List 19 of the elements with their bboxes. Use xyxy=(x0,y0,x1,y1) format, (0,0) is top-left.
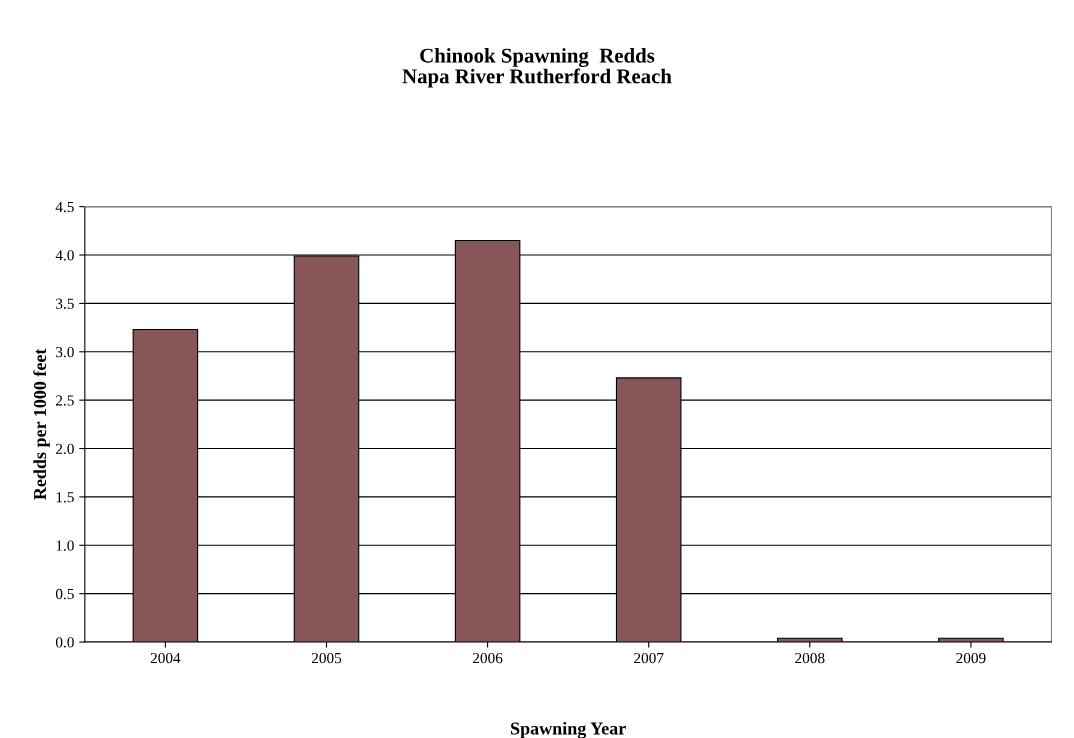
chart-title: Chinook Spawning Redds Napa River Rutherford Reach xyxy=(402,47,672,88)
x-tick-label: 2005 xyxy=(311,652,342,664)
x-tick-label: 2009 xyxy=(956,652,986,664)
x-tick-label: 2006 xyxy=(472,652,503,664)
y-tick-label: 0.0 xyxy=(55,637,74,648)
y-tick-label: 3.0 xyxy=(56,346,74,358)
y-tick-label: 3.5 xyxy=(56,298,74,309)
x-tick-label: 2008 xyxy=(795,652,825,664)
x-tick-label: 2004 xyxy=(150,652,181,664)
y-tick-label: 4.5 xyxy=(55,201,74,213)
y-tick-label: 2.5 xyxy=(56,395,74,406)
y-tick-label: 2.0 xyxy=(56,443,74,455)
y-tick-label: 0.5 xyxy=(55,588,74,600)
y-tick-label: 4.0 xyxy=(55,250,74,261)
x-axis-title: Spawning Year xyxy=(511,721,626,738)
y-axis-title: Redds per 1000 feet xyxy=(33,348,50,500)
y-tick-label: 1.5 xyxy=(56,492,74,503)
x-tick-label: 2007 xyxy=(634,652,664,664)
y-tick-label: 1.0 xyxy=(56,540,74,551)
